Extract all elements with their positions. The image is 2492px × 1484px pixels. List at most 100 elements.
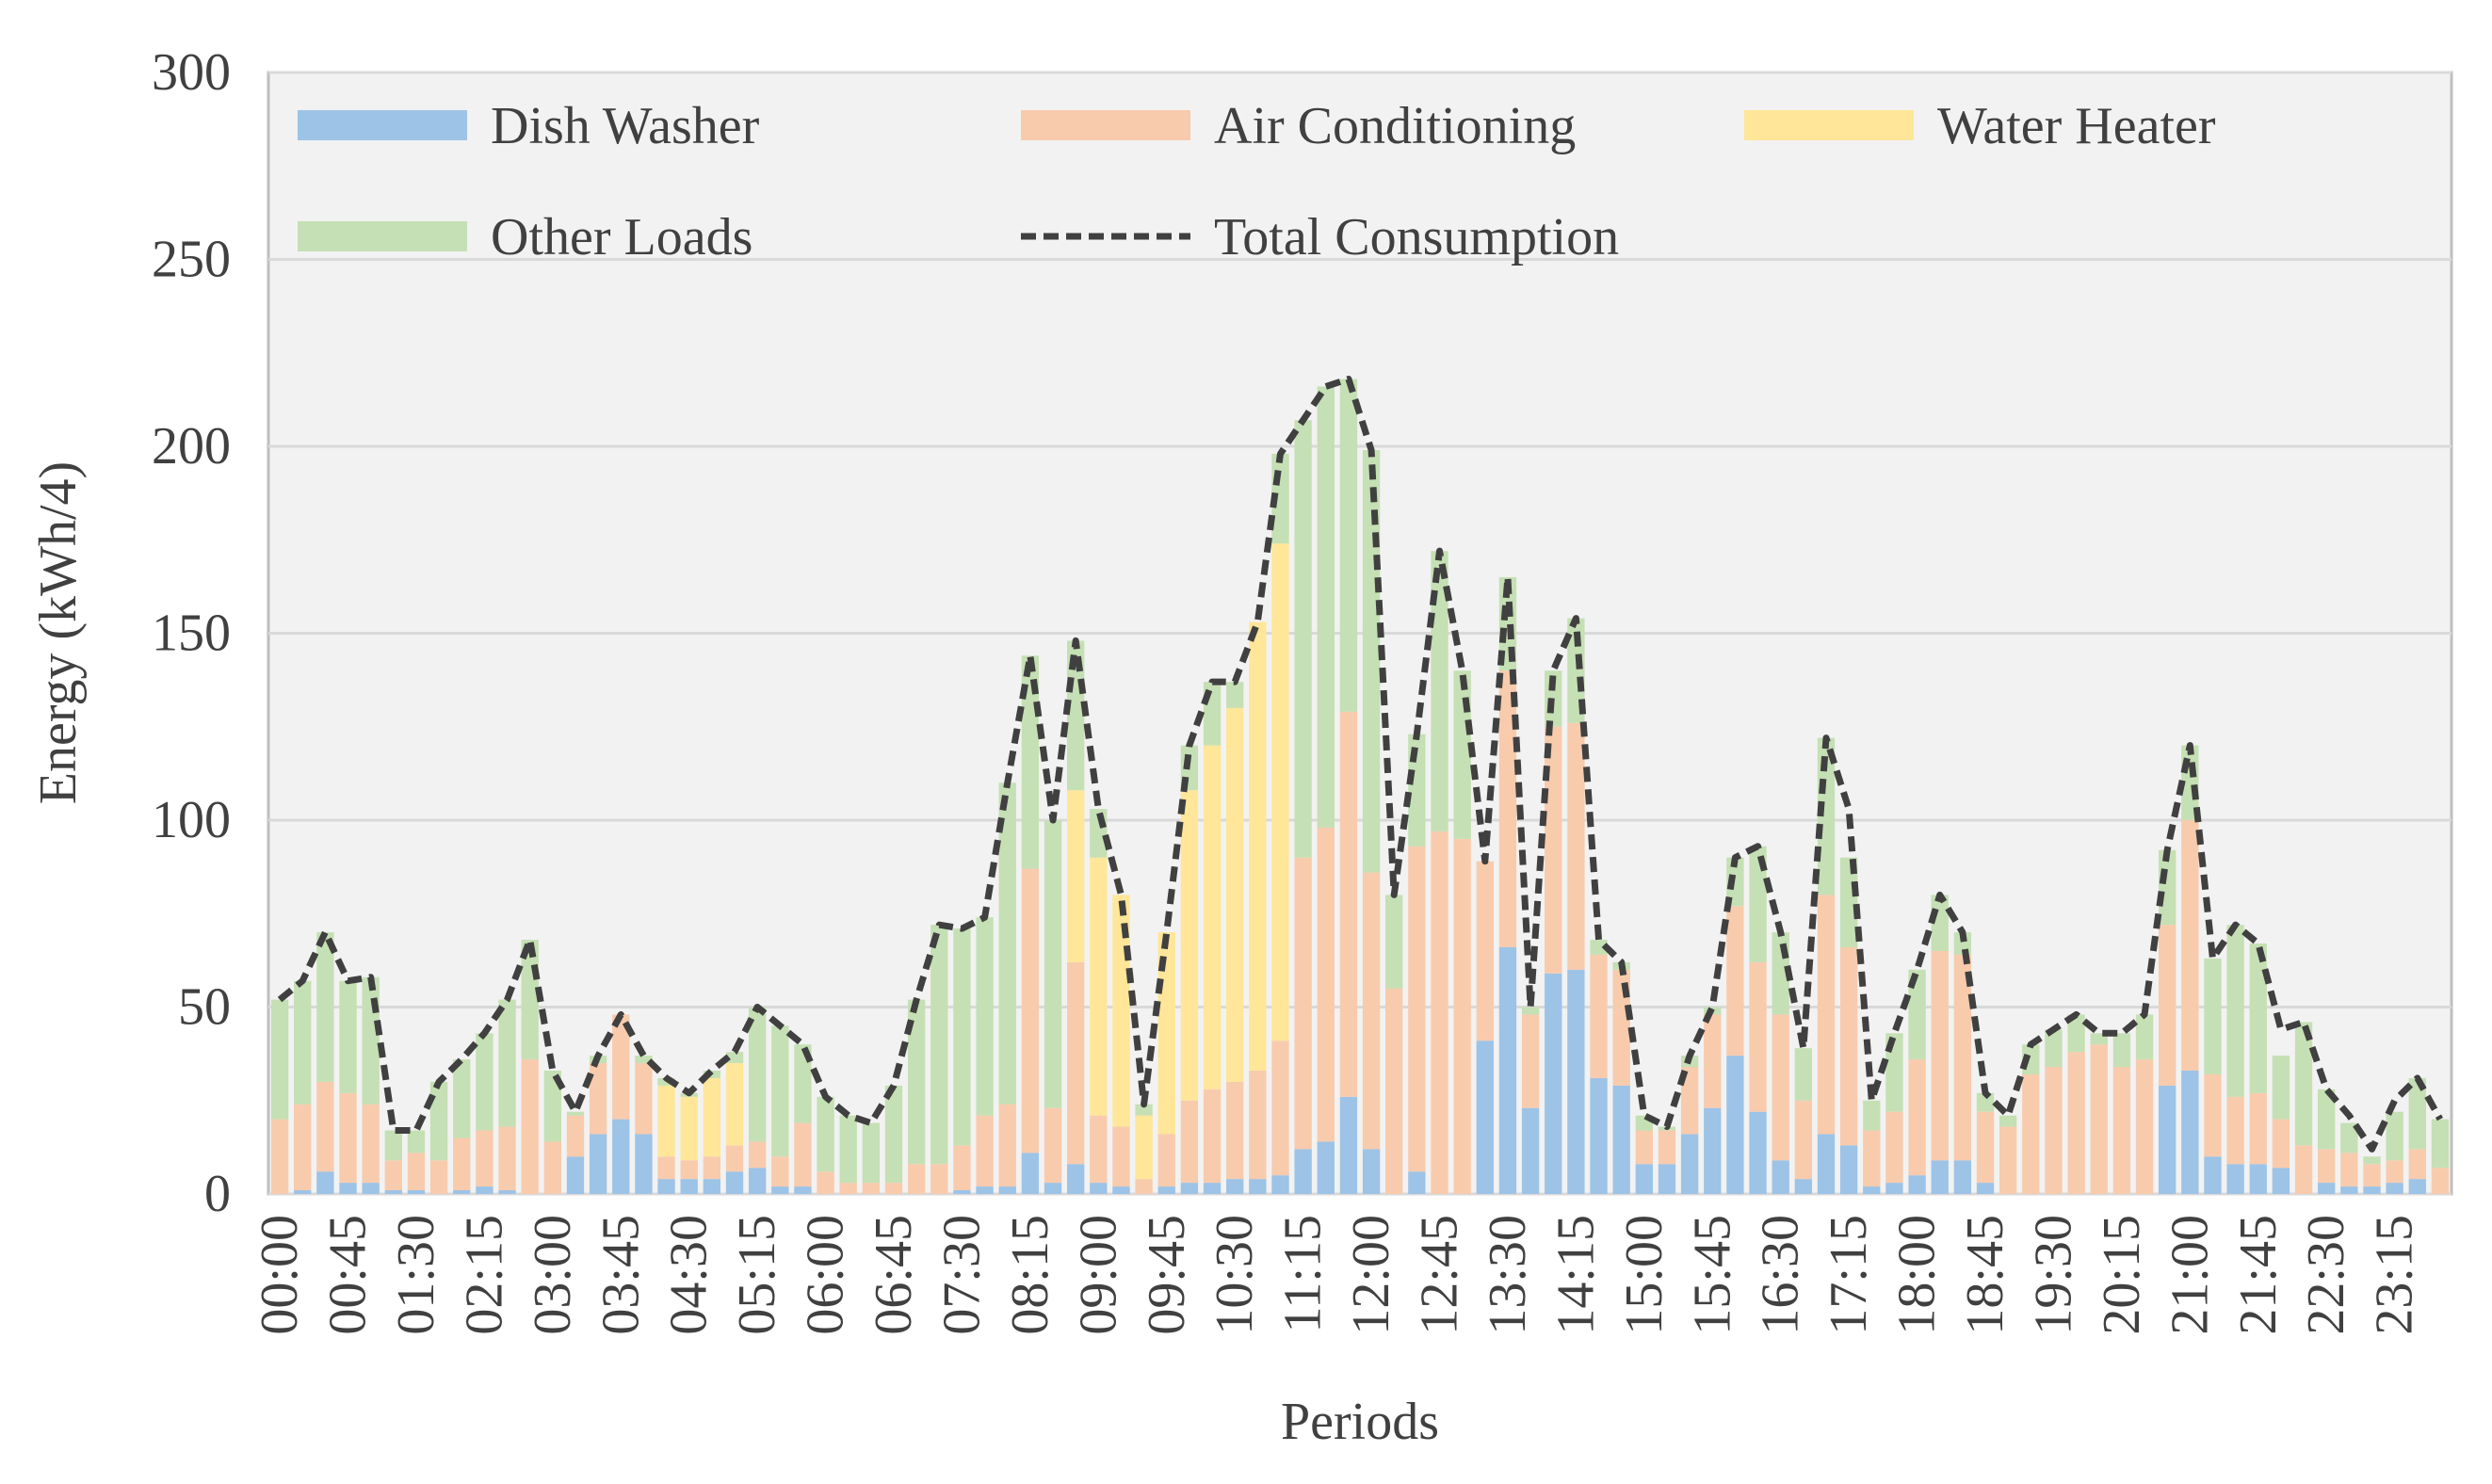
- bar-segment: [907, 999, 926, 1165]
- bar-segment: [1226, 1081, 1244, 1180]
- legend-swatch: [1021, 110, 1190, 140]
- bar-segment: [725, 1063, 744, 1146]
- bar-segment: [1362, 872, 1381, 1150]
- bar-segment: [453, 1190, 471, 1194]
- bar-segment: [1157, 1134, 1175, 1187]
- y-tick-label: 50: [178, 978, 231, 1037]
- bar-segment: [1680, 1067, 1699, 1135]
- bar-segment: [2318, 1089, 2336, 1150]
- bar-segment: [1976, 1092, 1995, 1112]
- bar-segment: [2318, 1149, 2336, 1184]
- x-tick-label: 09:00: [1069, 1215, 1127, 1335]
- bar-segment: [1112, 1186, 1130, 1194]
- bar-segment: [1044, 1107, 1062, 1184]
- bar-segment: [2294, 1145, 2313, 1194]
- bar-segment: [1908, 1059, 1926, 1176]
- bar-segment: [862, 1122, 881, 1184]
- bar-segment: [1521, 1014, 1540, 1108]
- bar-segment: [998, 782, 1016, 1105]
- bar-segment: [1726, 1056, 1744, 1194]
- bar-segment: [294, 1190, 312, 1194]
- bar-segment: [2067, 1052, 2085, 1194]
- x-tick-label: 04:30: [660, 1215, 719, 1335]
- bar-segment: [1817, 895, 1836, 1135]
- bar-segment: [1749, 846, 1767, 962]
- x-tick-label: 00:00: [251, 1215, 309, 1335]
- bar-segment: [1794, 1179, 1813, 1194]
- x-tick-label: 21:00: [2160, 1215, 2219, 1335]
- bar-segment: [2067, 1014, 2085, 1053]
- bar-segment: [725, 1052, 744, 1064]
- bar-segment: [2431, 1119, 2450, 1169]
- bar-segment: [1271, 1040, 1289, 1176]
- bar-segment: [1658, 1164, 1676, 1194]
- bar-segment: [1590, 1077, 1608, 1194]
- bar-segment: [703, 1077, 721, 1157]
- bar-segment: [2408, 1077, 2426, 1150]
- x-tick-label: 03:45: [591, 1215, 650, 1335]
- bar-segment: [1839, 1145, 1858, 1194]
- bar-segment: [1385, 895, 1403, 989]
- x-tick-label: 19:30: [2024, 1215, 2082, 1335]
- x-tick-label: 12:00: [1342, 1215, 1400, 1335]
- bar-segment: [1794, 1100, 1813, 1180]
- x-tick-label: 18:00: [1888, 1215, 1947, 1335]
- bar-segment: [817, 1096, 834, 1172]
- bar-segment: [1203, 1089, 1222, 1184]
- bar-segment: [907, 1164, 926, 1194]
- bar-segment: [771, 1186, 789, 1194]
- bar-segment: [1067, 790, 1085, 962]
- bar-segment: [2431, 1168, 2450, 1194]
- bar-segment: [953, 928, 971, 1146]
- bar-segment: [1362, 1149, 1381, 1194]
- bar-segment: [2045, 1029, 2063, 1068]
- bar-segment: [1545, 726, 1562, 974]
- bar-segment: [2272, 1056, 2290, 1120]
- bar-segment: [1521, 1107, 1540, 1194]
- x-tick-label: 03:00: [524, 1215, 582, 1335]
- x-tick-label: 15:00: [1615, 1215, 1674, 1335]
- bar-segment: [1090, 1183, 1108, 1194]
- y-tick-label: 150: [152, 605, 231, 663]
- x-tick-label: 15:45: [1683, 1215, 1741, 1335]
- bar-segment: [476, 1130, 494, 1187]
- legend-label: Water Heater: [1937, 97, 2216, 155]
- legend-label: Dish Washer: [491, 97, 760, 155]
- bar-segment: [862, 1183, 881, 1194]
- bar-segment: [1931, 1160, 1949, 1194]
- bar-segment: [1271, 1175, 1289, 1194]
- bar-segment: [1249, 1070, 1267, 1180]
- bar-segment: [657, 1156, 675, 1180]
- bar-segment: [930, 925, 948, 1165]
- bar-segment: [1998, 1126, 2017, 1194]
- bar-segment: [1567, 722, 1585, 970]
- bar-segment: [2408, 1179, 2426, 1194]
- bar-segment: [2112, 1067, 2131, 1194]
- bar-segment: [1521, 1007, 1540, 1015]
- x-tick-label: 06:45: [865, 1215, 923, 1335]
- bar-segment: [1863, 1186, 1881, 1194]
- bar-segment: [2226, 925, 2244, 1097]
- bar-segment: [2363, 1156, 2381, 1165]
- bar-segment: [1612, 1085, 1630, 1194]
- x-axis-title: Periods: [1281, 1393, 1439, 1451]
- bar-segment: [680, 1160, 698, 1180]
- y-tick-label: 100: [152, 791, 231, 849]
- bar-segment: [2135, 1059, 2154, 1194]
- bar-segment: [2386, 1160, 2403, 1184]
- bar-segment: [771, 1025, 789, 1157]
- bar-segment: [294, 1104, 312, 1191]
- bar-segment: [657, 1179, 675, 1194]
- bar-segment: [794, 1122, 812, 1187]
- bar-segment: [680, 1179, 698, 1194]
- bar-segment: [1908, 969, 1926, 1060]
- bar-segment: [2204, 1073, 2222, 1157]
- bar-segment: [1044, 820, 1062, 1108]
- bar-segment: [1408, 1171, 1426, 1194]
- bar-segment: [612, 1014, 630, 1120]
- bar-segment: [339, 980, 357, 1093]
- bar-segment: [1976, 1183, 1995, 1194]
- bar-segment: [725, 1171, 744, 1194]
